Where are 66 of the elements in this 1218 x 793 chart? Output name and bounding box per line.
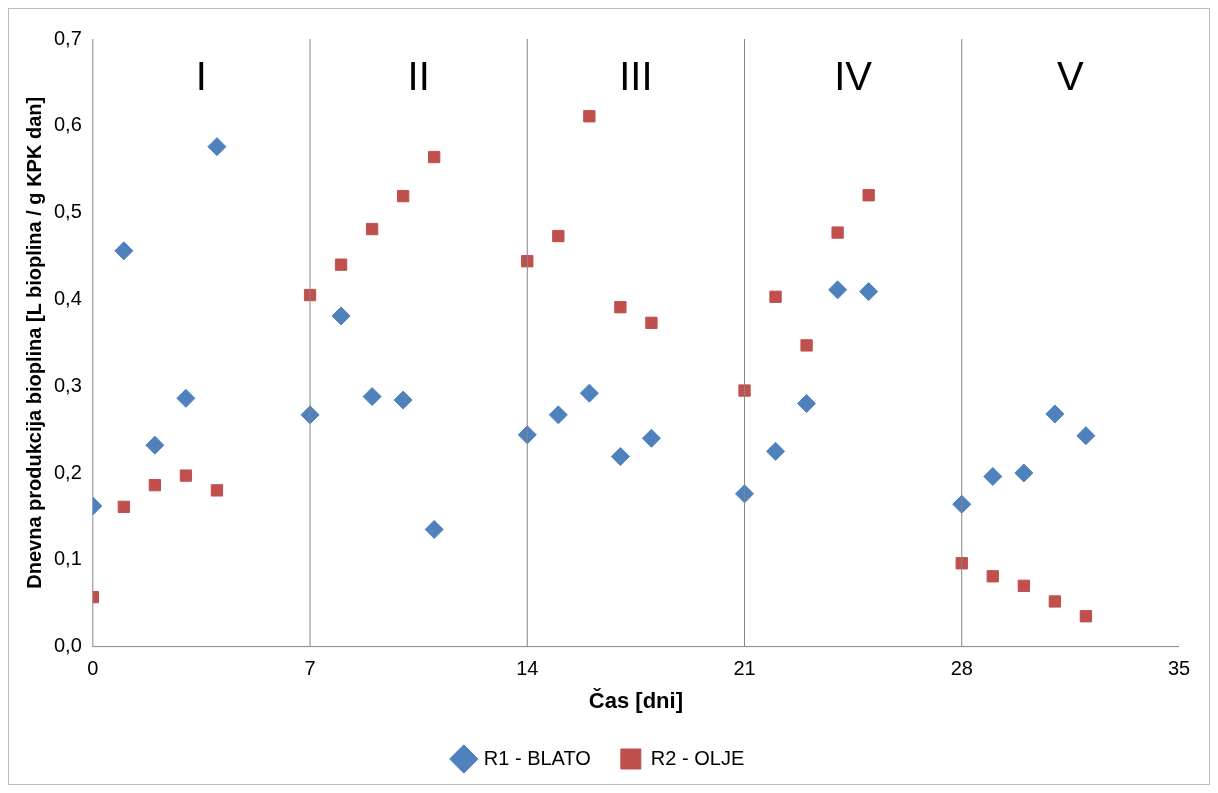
point [766,441,786,461]
x-tick-label: 0 [87,657,99,680]
y-tick-label: 0,1 [53,547,82,570]
point [1017,579,1030,592]
point [1048,595,1062,608]
legend-label: R2 - OLJE [650,746,745,769]
point [955,557,968,570]
y-tick-label: 0,4 [53,286,82,309]
y-tick-label: 0,0 [53,634,82,657]
point [114,241,134,261]
point [179,469,193,482]
point [428,150,441,164]
point [769,290,782,303]
point [583,110,596,123]
point [517,425,537,445]
point [362,387,382,407]
annotation: I [195,54,207,99]
point [552,229,565,243]
point [207,137,227,157]
point [117,500,130,514]
point [983,466,1003,486]
point [862,189,875,202]
x-tick-label: 21 [733,657,756,680]
point [831,226,844,239]
point [986,570,999,583]
point [614,301,627,314]
y-axis-title: Dnevna produkcija bioplina [L bioplina / g KPK dan] [22,96,45,589]
y-tick-label: 0,5 [53,200,82,223]
point [641,428,661,448]
point [334,258,348,271]
point [331,306,351,326]
point [828,280,848,300]
x-tick-label: 7 [304,657,316,680]
x-tick-label: 14 [516,657,539,680]
point [521,255,534,268]
point [396,189,410,203]
point [800,339,813,352]
point [176,388,196,408]
point [1045,404,1065,424]
annotation: III [619,54,653,99]
annotation: IV [834,54,873,99]
x-tick-label: 35 [1167,657,1191,680]
point [645,316,658,329]
y-tick-label: 0,7 [53,26,82,49]
annotation: V [1057,54,1085,99]
point [148,479,162,492]
point [145,435,165,455]
point [548,405,568,425]
point [210,484,224,497]
y-tick-label: 0,3 [53,373,82,396]
y-tick-label: 0,6 [53,113,82,136]
point [365,222,379,236]
point [1014,463,1034,483]
point [610,447,630,467]
x-axis-title: Čas [dni] [588,687,683,713]
point [393,390,413,410]
point [424,519,444,539]
annotation: II [407,54,430,99]
point [579,383,599,403]
legend-label: R1 - BLATO [483,746,591,769]
x-tick-label: 28 [950,657,973,680]
y-tick-label: 0,2 [53,460,82,483]
point [859,282,879,302]
point [1079,610,1093,623]
point [1076,426,1096,446]
point [797,394,817,414]
